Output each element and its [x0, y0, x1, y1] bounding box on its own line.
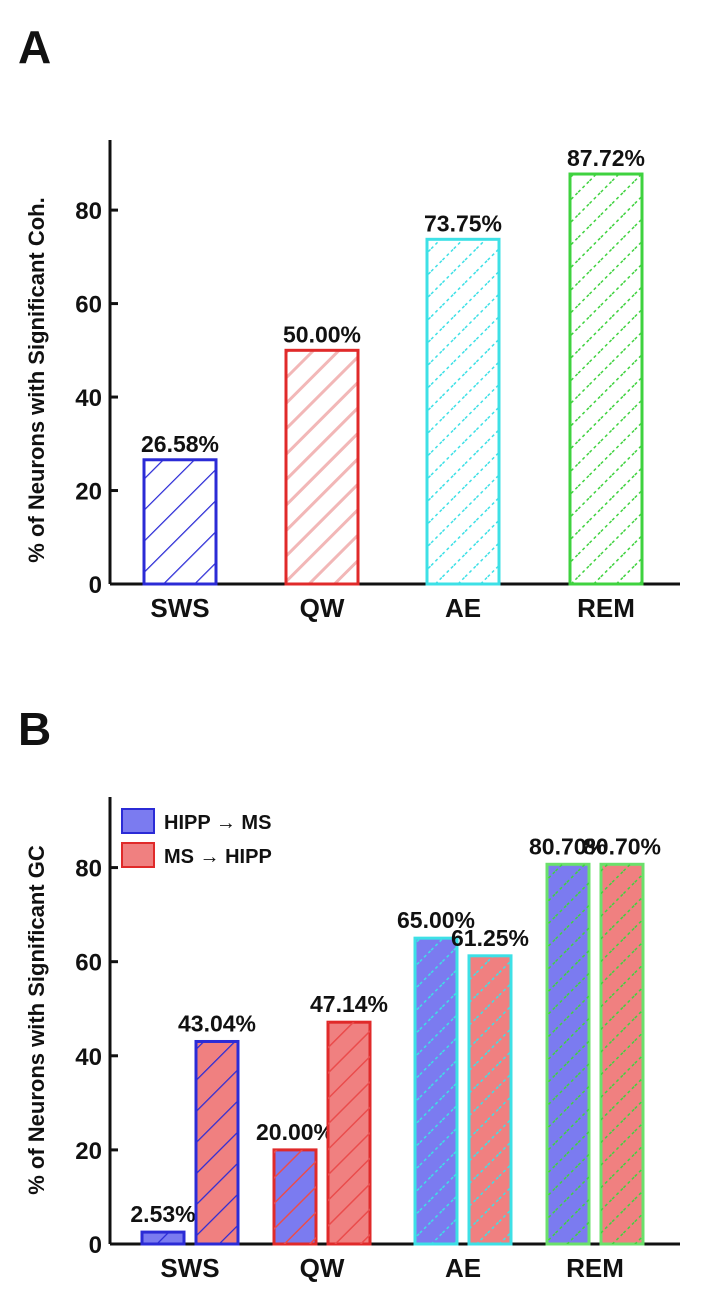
panel-a-y-tick-label: 40 [75, 385, 102, 412]
bar-ae-ms-hipp-data-label: 61.25% [451, 925, 529, 951]
panel-b-x-tick-label-sws: SWS [160, 1253, 219, 1283]
legend-label-ms-hipp: MS → HIPP [164, 846, 272, 868]
panel-b-y-tick-label: 0 [89, 1232, 102, 1259]
bar-qw-hipp-ms-hatch [274, 1149, 316, 1244]
bar-sws-hipp-ms-data-label: 2.53% [130, 1201, 195, 1227]
bar-sws-data-label: 26.58% [141, 431, 219, 457]
panel-a-letter: A [18, 21, 51, 73]
panel-b-axes: 0 20 40 60 80 SWS QW AE REM [75, 797, 680, 1283]
bar-rem-ms-hipp-data-label: 80.70% [583, 833, 661, 859]
bar-sws-ms-hipp-hatch [196, 1041, 238, 1244]
panel-b-x-tick-label-rem: REM [566, 1253, 624, 1283]
panel-b-bars: 2.53% 43.04% 20.00% 47.14% 65.00%61.25% 80.70… [130, 833, 661, 1246]
panel-b-y-tick-label: 80 [75, 856, 102, 883]
bar-ae-hipp-ms-data-label: 65.00% [397, 907, 475, 933]
panel-a-x-tick-label-ae: AE [445, 593, 481, 623]
panel-a-y-axis-label: % of Neurons with Significant Coh. [24, 197, 49, 562]
panel-b-y-tick-label: 40 [75, 1044, 102, 1071]
panel-a-bars: 26.58% 50.00% 73.75% 87.72% [141, 145, 645, 586]
panel-b-y-tick-label: 20 [75, 1138, 102, 1165]
panel-b-letter: B [18, 703, 51, 755]
bar-rem-hipp-ms-data-label: 80.70% [529, 833, 607, 859]
legend-swatch-ms-hipp [121, 842, 155, 868]
legend-swatch-hipp-ms [121, 808, 155, 834]
bar-sws-hipp-ms-hatch [142, 1232, 184, 1244]
legend-label-hipp-ms: HIPP → MS [164, 812, 271, 834]
panel-a-x-tick-label-qw: QW [300, 593, 345, 623]
panel-b-y-axis-label: % of Neurons with Significant GC [24, 845, 49, 1195]
panel-a-y-tick-label: 60 [75, 292, 102, 319]
bar-rem-ms-hipp-hatch [601, 864, 643, 1244]
panel-a: A % of Neurons with Significant Coh. 0 20… [18, 21, 680, 623]
bar-rem-data-label: 87.72% [567, 145, 645, 171]
bar-qw [284, 348, 360, 586]
bar-ae [425, 237, 501, 586]
panel-b-x-tick-label-qw: QW [300, 1253, 345, 1283]
panel-b: B % of Neurons with Significant GC 0 20 40… [18, 703, 680, 1283]
panel-b-legend: HIPP → MS MS → HIPP [121, 808, 272, 868]
bar-ae-data-label: 73.75% [424, 210, 502, 236]
bar-qw-ms-hipp-data-label: 47.14% [310, 991, 388, 1017]
panel-a-axes: 0 20 40 60 80 SWS QW AE REM [75, 140, 680, 623]
panel-a-x-tick-label-rem: REM [577, 593, 635, 623]
panel-a-y-tick-label: 80 [75, 198, 102, 225]
bar-ae-hipp-ms-hatch [415, 938, 457, 1244]
panel-a-y-tick-label: 0 [89, 572, 102, 599]
bar-rem-hipp-ms-hatch [547, 864, 589, 1244]
bar-sws [142, 458, 218, 586]
bar-rem [568, 172, 644, 586]
bar-ae-ms-hipp-hatch [469, 955, 511, 1244]
panel-a-x-tick-label-sws: SWS [150, 593, 209, 623]
bar-sws-ms-hipp-data-label: 43.04% [178, 1010, 256, 1036]
panel-b-y-tick-label: 60 [75, 950, 102, 977]
panel-b-x-tick-label-ae: AE [445, 1253, 481, 1283]
bar-qw-data-label: 50.00% [283, 321, 361, 347]
bar-qw-hipp-ms-data-label: 20.00% [256, 1119, 334, 1145]
bar-qw-ms-hipp-hatch [328, 1022, 370, 1244]
panel-a-y-tick-label: 20 [75, 479, 102, 506]
